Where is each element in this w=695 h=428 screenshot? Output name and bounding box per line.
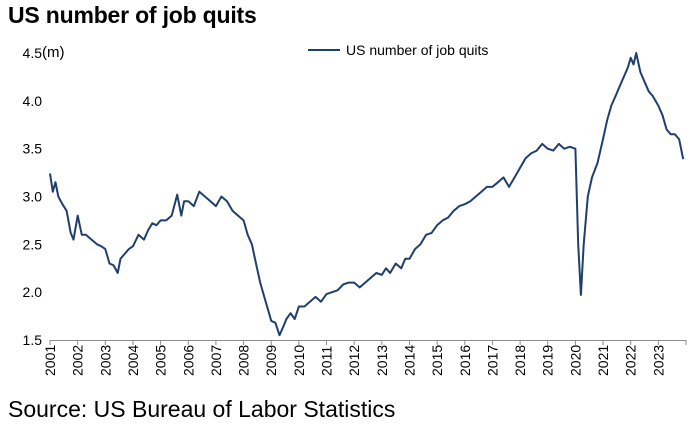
x-tick-label: 2014 <box>401 345 417 376</box>
x-tick-label: 2021 <box>595 345 611 376</box>
x-tick-label: 2017 <box>484 345 500 376</box>
legend: US number of job quits <box>308 42 488 58</box>
x-tick-label: 2003 <box>97 345 113 376</box>
y-tick-label: 1.5 <box>23 332 43 348</box>
y-tick-label: 3.5 <box>23 141 43 157</box>
x-tick-label: 2022 <box>623 345 639 376</box>
x-tick-label: 2011 <box>319 346 335 376</box>
x-tick-label: 2019 <box>540 345 556 376</box>
series-group <box>49 52 685 337</box>
legend-label: US number of job quits <box>346 42 488 58</box>
x-axis-ticks: 2001 2002 2003 2004 2005 2006 2007 2008 2009 2010… <box>42 340 687 376</box>
y-tick-label: 2.0 <box>23 284 43 300</box>
x-tick-label: 2020 <box>567 345 583 376</box>
x-tick-label: 2002 <box>70 345 86 376</box>
y-tick-label: 4.5 <box>23 45 43 61</box>
chart-title: US number of job quits <box>8 2 257 28</box>
x-tick-label: 2006 <box>180 345 196 376</box>
x-tick-label: 2015 <box>429 345 445 376</box>
x-tick-label: 2001 <box>42 345 58 376</box>
y-axis-ticks: 1.5 2.0 2.5 3.0 3.5 4.0 4.5 <box>23 45 43 348</box>
x-tick-label: 2009 <box>263 345 279 376</box>
x-tick-label: 2008 <box>236 345 252 376</box>
y-tick-label: 4.0 <box>23 93 43 109</box>
x-tick-label: 2023 <box>650 345 666 376</box>
y-axis-unit-label: (m) <box>42 44 65 61</box>
x-tick-label: 2010 <box>291 345 307 376</box>
source-note: Source: US Bureau of Labor Statistics <box>8 396 396 422</box>
x-tick-label: 2012 <box>346 345 362 376</box>
x-tick-label: 2005 <box>153 345 169 376</box>
x-tick-label: 2018 <box>512 345 528 376</box>
series-line-job-quits <box>49 52 685 337</box>
x-tick-label: 2004 <box>125 345 141 376</box>
x-tick-label: 2013 <box>374 345 390 376</box>
x-tick-label: 2007 <box>208 345 224 376</box>
x-tick-label: 2016 <box>457 345 473 376</box>
y-tick-label: 3.0 <box>23 189 43 205</box>
y-tick-label: 2.5 <box>23 236 43 252</box>
